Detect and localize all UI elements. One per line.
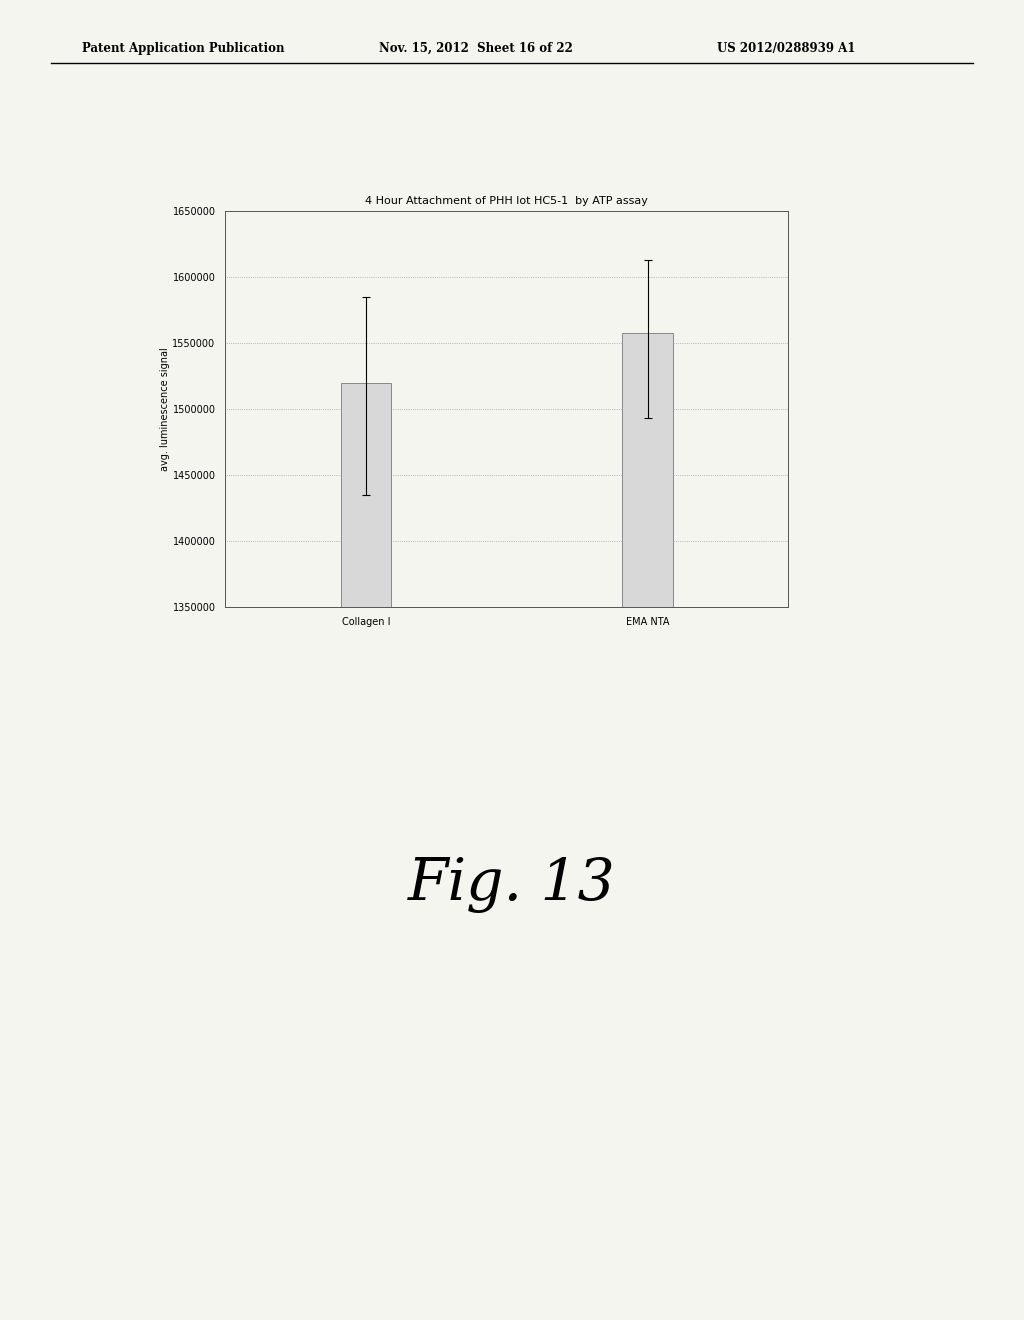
Y-axis label: avg. luminescence signal: avg. luminescence signal [160,347,170,471]
Title: 4 Hour Attachment of PHH lot HC5-1  by ATP assay: 4 Hour Attachment of PHH lot HC5-1 by AT… [366,197,648,206]
Bar [623,333,673,1320]
Bar [341,383,391,1320]
Text: Fig. 13: Fig. 13 [409,857,615,912]
Text: Nov. 15, 2012  Sheet 16 of 22: Nov. 15, 2012 Sheet 16 of 22 [379,42,572,55]
Text: US 2012/0288939 A1: US 2012/0288939 A1 [717,42,855,55]
Text: Patent Application Publication: Patent Application Publication [82,42,285,55]
